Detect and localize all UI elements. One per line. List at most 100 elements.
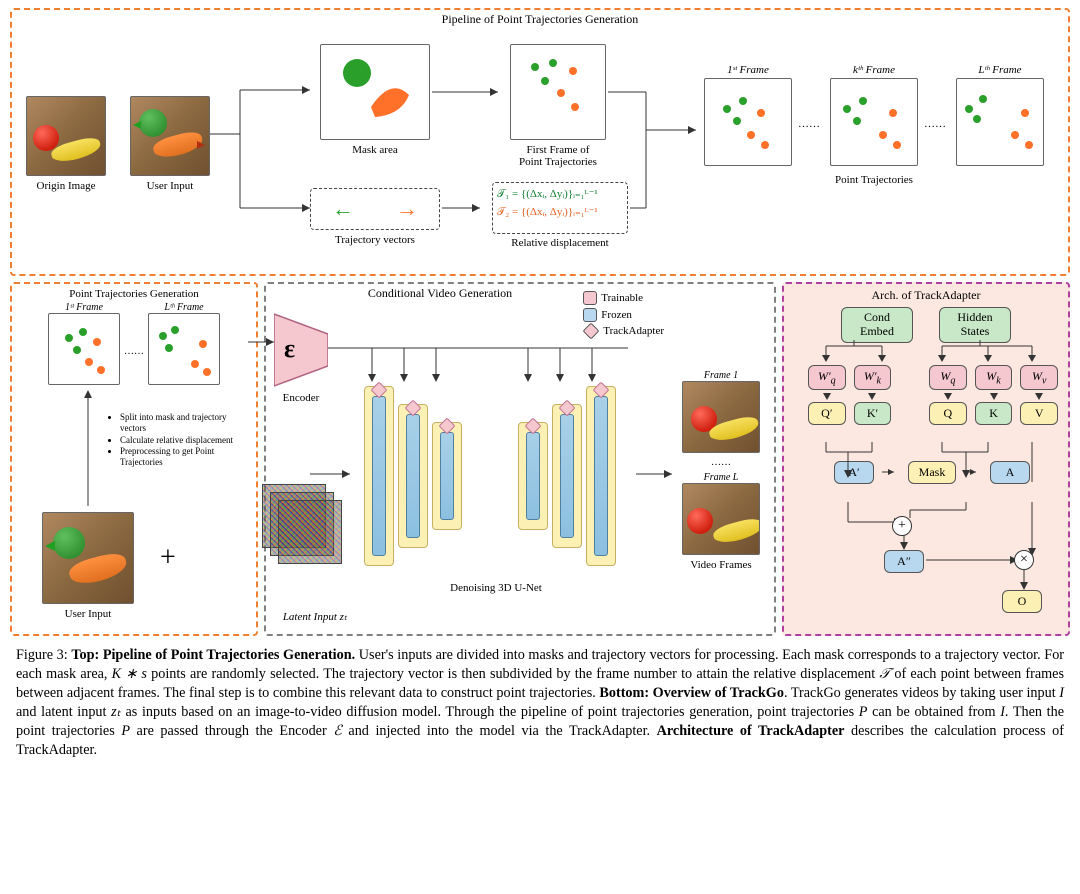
traj-vectors-box: ← → (310, 188, 440, 230)
bl-user-lbl: User Input (42, 608, 134, 620)
cap-P2: P (121, 723, 130, 739)
cap-s9: can be obtained from (867, 704, 1000, 720)
latent-arrow (310, 468, 360, 480)
cap-b1: Top: Pipeline of Point Trajectories Gene… (71, 647, 355, 663)
cap-s11: are passed through the Encoder (130, 723, 333, 739)
arch-mid-branches (794, 442, 1062, 482)
bl-f1-lbl: 1ˢᵗ Frame (48, 302, 120, 313)
unet-label: Denoising 3D U-Net (346, 582, 646, 594)
bl-frame1 (48, 313, 120, 385)
Qp: Q′ (808, 402, 846, 425)
Wkp: W′k (854, 365, 892, 390)
cap-zt: zₜ (111, 704, 121, 720)
cap-s8: as inputs based on an image-to-video dif… (121, 704, 859, 720)
Q: Q (929, 402, 967, 425)
encoder-label: Encoder (274, 392, 328, 404)
merge-arrows (608, 70, 704, 230)
bl-frameL (148, 313, 220, 385)
trajvec-label: Trajectory vectors (310, 234, 440, 246)
reldisp-label: Relative displacement (492, 237, 628, 249)
cap-I1: I (1059, 685, 1064, 701)
bl-user-image (42, 512, 134, 604)
cap-s7: and latent input (16, 704, 111, 720)
otimes: × (1014, 550, 1034, 570)
out-frameL (682, 483, 760, 555)
Wk: Wk (975, 365, 1013, 390)
Wq: Wq (929, 365, 967, 390)
mid-title: Conditional Video Generation (266, 286, 614, 301)
fignum: Figure 3: (16, 647, 68, 663)
first-frame-label: First Frame of Point Trajectories (510, 144, 606, 168)
frame1-box (704, 78, 792, 166)
up-arrow (82, 388, 94, 508)
O-box: O (1002, 590, 1042, 613)
bullet-0: Split into mask and trajectory vectors (120, 412, 248, 435)
arch-panel: Arch. of TrackAdapter Cond Embed Hidden … (782, 282, 1070, 636)
cap-E: ℰ (333, 723, 342, 739)
arch-top-branches (794, 340, 1062, 364)
K: K (975, 402, 1013, 425)
split-arrows (210, 70, 320, 230)
cap-b2: Bottom: Overview of TrackGo (599, 685, 784, 701)
mask-label: Mask area (320, 144, 430, 156)
mask-area-box (320, 44, 430, 140)
cap-T: 𝒯 (879, 666, 890, 682)
bullets: Split into mask and trajectory vectors C… (108, 412, 248, 468)
origin-image (26, 96, 106, 176)
frame1-lbl: 1ˢᵗ Frame (704, 64, 792, 76)
bl-dots: …… (124, 346, 144, 357)
Kp: K′ (854, 402, 892, 425)
cap-s6: . TrackGo generates videos by taking use… (784, 685, 1059, 701)
plus-sign: + (160, 542, 176, 574)
t1-text: 𝒯₁ = {(Δxᵢ, Δyᵢ)}ᵢ₌₁ᴸ⁻¹ (497, 187, 623, 201)
latent-label: Latent Input zₜ (260, 610, 370, 623)
bullet-1: Calculate relative displacement (120, 435, 248, 446)
outframe1-lbl: Frame 1 (682, 370, 760, 381)
output-arrow (636, 468, 682, 480)
framek-box (830, 78, 918, 166)
vidframes-label: Video Frames (682, 559, 760, 571)
origin-label: Origin Image (26, 180, 106, 192)
tv-to-rd-arrow (442, 202, 490, 214)
bl-to-mid-arrow (248, 336, 284, 348)
first-frame-box (510, 44, 606, 140)
bl-fL-lbl: Lᵗʰ Frame (148, 302, 220, 313)
frameL-lbl: Lᵗʰ Frame (956, 64, 1044, 76)
out-dots: …… (682, 457, 760, 468)
Wv: Wv (1020, 365, 1058, 390)
cap-s12: and injected into the model via the Trac… (342, 723, 657, 739)
encoder-branches (328, 328, 638, 388)
frameL-box (956, 78, 1044, 166)
framek-lbl: kᵗʰ Frame (830, 64, 918, 76)
App: A″ (884, 550, 924, 573)
figure-caption: Figure 3: Top: Pipeline of Point Traject… (0, 636, 1080, 774)
mask-to-ff-arrow (432, 86, 508, 98)
dots2: …… (924, 118, 946, 130)
Wqp: W′q (808, 365, 846, 390)
encoder-symbol: ε (284, 334, 295, 364)
bl-title: Point Trajectories Generation (18, 288, 250, 300)
encoder-icon: ε (274, 310, 328, 390)
cond-embed-box: Cond Embed (841, 307, 913, 343)
legend-frozen: Frozen (601, 309, 632, 321)
V: V (1020, 402, 1058, 425)
outframeL-lbl: Frame L (682, 472, 760, 483)
cap-Ks: K ∗ s (112, 666, 147, 682)
unet (346, 382, 646, 582)
top-title: Pipeline of Point Trajectories Generatio… (12, 12, 1068, 27)
cap-s3: points are randomly selected. The trajec… (147, 666, 879, 682)
top-panel: Pipeline of Point Trajectories Generatio… (10, 8, 1070, 276)
t2-text: 𝒯₂ = {(Δxᵢ, Δyᵢ)}ᵢ₌₁ᴸ⁻¹ (497, 205, 623, 219)
bl-panel: Point Trajectories Generation 1ˢᵗ Frame … (10, 282, 258, 636)
pt-label: Point Trajectories (704, 174, 1044, 186)
out-frame1 (682, 381, 760, 453)
mid-panel: Conditional Video Generation Trainable F… (264, 282, 776, 636)
oplus: + (892, 516, 912, 536)
cap-b3: Architecture of TrackAdapter (657, 723, 845, 739)
bullet-2: Preprocessing to get Point Trajectories (120, 446, 248, 469)
user-input-label: User Input (130, 180, 210, 192)
dots1: …… (798, 118, 820, 130)
arch-title: Arch. of TrackAdapter (794, 288, 1058, 303)
user-input-image (130, 96, 210, 176)
legend-trainable: Trainable (601, 292, 643, 304)
